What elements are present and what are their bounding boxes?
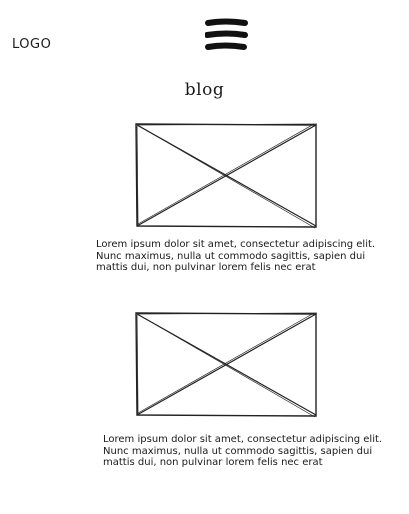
image-placeholder-icon	[135, 123, 318, 229]
hamburger-menu-icon[interactable]	[204, 18, 249, 54]
post-image-placeholder[interactable]	[134, 311, 319, 419]
page-title: blog	[184, 80, 225, 100]
image-placeholder-icon	[135, 312, 318, 418]
post-excerpt: Lorem ipsum dolor sit amet, consectetur …	[103, 434, 383, 468]
post-image-placeholder[interactable]	[134, 122, 319, 230]
logo[interactable]: LOGO	[12, 37, 52, 52]
post-excerpt: Lorem ipsum dolor sit amet, consectetur …	[96, 239, 376, 273]
